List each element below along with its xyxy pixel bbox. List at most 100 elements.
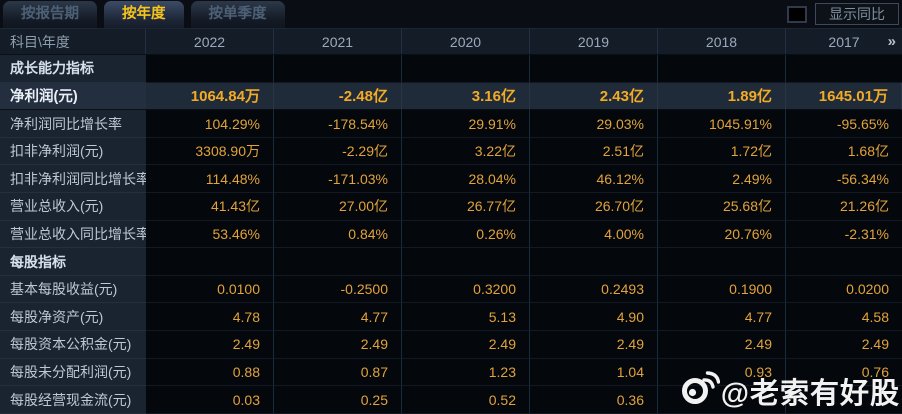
cell-value: 0.36 xyxy=(530,386,658,414)
show-yoy-button[interactable]: 显示同比 xyxy=(815,3,899,25)
table-row[interactable]: 净利润(元) 1064.84万 -2.48亿 3.16亿 2.43亿 1.89亿 1645.… xyxy=(0,82,902,111)
row-label[interactable]: 净利润(元) xyxy=(0,82,146,111)
cell-value: 104.29% xyxy=(146,110,274,138)
cell-value: 0.52 xyxy=(402,386,530,414)
cell-value: 2.49 xyxy=(274,331,402,359)
table-row[interactable]: 每股经营现金流(元) 0.03 0.25 0.52 0.36 xyxy=(0,386,902,414)
row-label[interactable]: 每股指标 xyxy=(0,248,146,276)
table-row[interactable]: 净利润同比增长率 104.29% -178.54% 29.91% 29.03% 1045.… xyxy=(0,110,902,138)
cell-value: 3.22亿 xyxy=(402,137,530,166)
table-row[interactable]: 每股净资产(元) 4.78 4.77 5.13 4.90 4.77 4.58 xyxy=(0,303,902,332)
row-label[interactable]: 每股资本公积金(元) xyxy=(0,331,146,359)
cell-value: 2.49 xyxy=(658,331,786,359)
row-label[interactable]: 每股经营现金流(元) xyxy=(0,386,146,414)
corner-header: 科目\年度 xyxy=(0,29,146,54)
table-row[interactable]: 每股资本公积金(元) 2.49 2.49 2.49 2.49 2.49 2.49 xyxy=(0,331,902,359)
cell-value: -0.2500 xyxy=(274,275,402,304)
year-header-2017: 2017 » xyxy=(786,29,902,54)
cell-value: 1645.01万 xyxy=(786,82,902,111)
cell-value: 0.0200 xyxy=(786,275,902,304)
cell-value: 0.26% xyxy=(402,220,530,249)
cell-value: 4.90 xyxy=(530,303,658,332)
cell-value: 4.78 xyxy=(146,303,274,332)
tab-by-year[interactable]: 按年度 xyxy=(104,1,184,28)
table-row[interactable]: 营业总收入同比增长率 53.46% 0.84% 0.26% 4.00% 20.76% -2.… xyxy=(0,220,902,249)
cell-value: 0.1900 xyxy=(658,275,786,304)
cell-value: 20.76% xyxy=(658,220,786,249)
cell-value: -2.31% xyxy=(786,220,902,249)
cell-value: 1045.91% xyxy=(658,110,786,138)
table-row[interactable]: 基本每股收益(元) 0.0100 -0.2500 0.3200 0.2493 0.1900… xyxy=(0,275,902,304)
table-row[interactable]: 成长能力指标 xyxy=(0,55,902,83)
topbar-right-controls: 显示同比 xyxy=(787,3,902,28)
cell-value xyxy=(274,55,402,83)
cell-value: 41.43亿 xyxy=(146,193,274,221)
cell-value: 4.77 xyxy=(658,303,786,332)
table-row[interactable]: 每股指标 xyxy=(0,248,902,276)
row-label[interactable]: 营业总收入(元) xyxy=(0,193,146,221)
row-label[interactable]: 扣非净利润同比增长率 xyxy=(0,165,146,194)
table-body: 成长能力指标 净利润(元) 1064.84万 -2.48亿 3.16亿 2.43亿 1.89… xyxy=(0,55,902,414)
row-label[interactable]: 基本每股收益(元) xyxy=(0,275,146,304)
cell-value: 2.49 xyxy=(402,331,530,359)
more-columns-icon[interactable]: » xyxy=(887,33,896,50)
year-header-label: 2017 xyxy=(828,33,860,50)
cell-value: 26.70亿 xyxy=(530,193,658,221)
cell-value: 29.91% xyxy=(402,110,530,138)
cell-value: 1.23 xyxy=(402,358,530,387)
cell-value: -2.29亿 xyxy=(274,137,402,166)
table-row[interactable]: 营业总收入(元) 41.43亿 27.00亿 26.77亿 26.70亿 25.68亿 21… xyxy=(0,193,902,221)
cell-value: -95.65% xyxy=(786,110,902,138)
cell-value xyxy=(146,55,274,83)
cell-value: 1.89亿 xyxy=(658,82,786,111)
cell-value: 2.49 xyxy=(530,331,658,359)
cell-value: -178.54% xyxy=(274,110,402,138)
row-label[interactable]: 营业总收入同比增长率 xyxy=(0,220,146,249)
cell-value: 0.03 xyxy=(146,386,274,414)
cell-value: 2.49% xyxy=(658,165,786,194)
cell-value xyxy=(786,248,902,276)
row-label[interactable]: 扣非净利润(元) xyxy=(0,137,146,166)
cell-value: 25.68亿 xyxy=(658,193,786,221)
table-row[interactable]: 扣非净利润同比增长率 114.48% -171.03% 28.04% 46.12% 2.4… xyxy=(0,165,902,194)
year-header-2018: 2018 xyxy=(658,29,786,54)
tab-bar: 按报告期 按年度 按单季度 显示同比 xyxy=(0,0,902,28)
cell-value: -171.03% xyxy=(274,165,402,194)
tab-by-quarter[interactable]: 按单季度 xyxy=(190,1,285,28)
cell-value: 2.49 xyxy=(786,331,902,359)
cell-value xyxy=(786,55,902,83)
cell-value: 0.76 xyxy=(786,358,902,387)
cell-value xyxy=(402,248,530,276)
cell-value: 1.72亿 xyxy=(658,137,786,166)
table-row[interactable]: 扣非净利润(元) 3308.90万 -2.29亿 3.22亿 2.51亿 1.72亿 1.6… xyxy=(0,137,902,166)
row-label[interactable]: 每股未分配利润(元) xyxy=(0,358,146,387)
cell-value: 0.0100 xyxy=(146,275,274,304)
cell-value: 0.87 xyxy=(274,358,402,387)
cell-value xyxy=(658,55,786,83)
year-header-2021: 2021 xyxy=(274,29,402,54)
show-yoy-checkbox[interactable] xyxy=(787,5,807,23)
cell-value: 28.04% xyxy=(402,165,530,194)
cell-value: 0.3200 xyxy=(402,275,530,304)
row-label[interactable]: 净利润同比增长率 xyxy=(0,110,146,138)
row-label[interactable]: 每股净资产(元) xyxy=(0,303,146,332)
year-header-2019: 2019 xyxy=(530,29,658,54)
tab-by-report-period[interactable]: 按报告期 xyxy=(3,1,97,28)
year-header-2020: 2020 xyxy=(402,29,530,54)
cell-value: 1.04 xyxy=(530,358,658,387)
cell-value: 0.88 xyxy=(146,358,274,387)
cell-value: 2.51亿 xyxy=(530,137,658,166)
year-header-2022: 2022 xyxy=(146,29,274,54)
cell-value xyxy=(530,55,658,83)
row-label[interactable]: 成长能力指标 xyxy=(0,55,146,83)
cell-value: 1.68亿 xyxy=(786,137,902,166)
cell-value: -56.34% xyxy=(786,165,902,194)
table-row[interactable]: 每股未分配利润(元) 0.88 0.87 1.23 1.04 0.93 0.76 xyxy=(0,358,902,387)
cell-value: -2.48亿 xyxy=(274,82,402,111)
cell-value xyxy=(146,248,274,276)
cell-value: 4.58 xyxy=(786,303,902,332)
cell-value: 2.49 xyxy=(146,331,274,359)
cell-value xyxy=(274,248,402,276)
cell-value: 1064.84万 xyxy=(146,82,274,111)
